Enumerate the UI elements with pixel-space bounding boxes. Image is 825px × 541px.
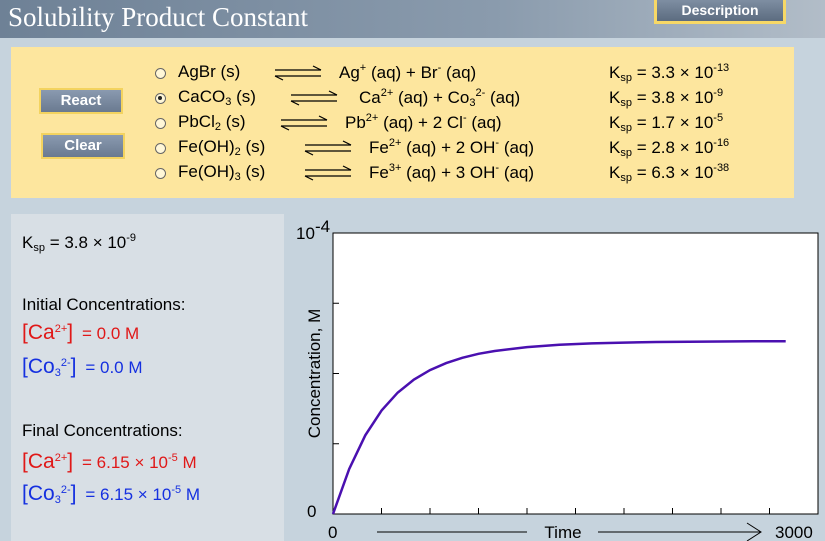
ksp-readout: Ksp = 3.8 × 10-9 [22,232,137,254]
reaction-products: Pb2+ (aq) + 2 Cl- (aq) [345,112,502,132]
reaction-row[interactable]: PbCl2 (s) Pb2+ (aq) + 2 Cl- (aq) Ksp = 1.7… [11,112,794,136]
y-axis-label: Concentration, M [305,309,324,438]
reaction-salt: Fe(OH)3 (s) [178,162,266,183]
equilibrium-arrow-icon [280,115,328,131]
equilibrium-arrow-icon [304,165,352,181]
reaction-radio[interactable] [155,168,166,179]
final-cation-concentration: [Ca2+] = 6.15 × 10-5 M [22,450,197,473]
y-max-tick-exponent: -4 [315,217,330,236]
initial-anion-concentration: [Co32-] = 0.0 M [22,355,143,379]
x-axis-label: Time [544,523,581,541]
reaction-row[interactable]: Fe(OH)3 (s) Fe3+ (aq) + 3 OH- (aq) Ksp = 6… [11,162,794,186]
reaction-panel: React Clear AgBr (s) Ag+ (aq) + Br- (aq) K… [11,47,794,198]
y-min-tick-label: 0 [307,502,316,521]
reaction-ksp: Ksp = 6.3 × 10-38 [609,162,730,184]
app-title: Solubility Product Constant [8,2,309,32]
reaction-products: Ag+ (aq) + Br- (aq) [339,62,477,82]
final-heading: Final Concentrations: [22,421,183,440]
x-min-tick-label: 0 [328,523,337,541]
concentration-chart: Concentration, M 10 -4 0 0 3000 Time [295,214,825,541]
reaction-radio[interactable] [155,68,166,79]
equilibrium-arrow-icon [290,90,338,106]
reaction-row[interactable]: CaCO3 (s) Ca2+ (aq) + Co32- (aq) Ksp = 3.8… [11,87,794,111]
reaction-radio[interactable] [155,93,166,104]
reaction-row[interactable]: AgBr (s) Ag+ (aq) + Br- (aq) Ksp = 3.3 × 1… [11,62,794,86]
reaction-radio[interactable] [155,118,166,129]
title-bar: Solubility Product Constant Description [0,0,825,38]
description-button[interactable]: Description [654,0,786,24]
reaction-row[interactable]: Fe(OH)2 (s) Fe2+ (aq) + 2 OH- (aq) Ksp = 2… [11,137,794,161]
y-max-tick-label: 10 [296,224,315,243]
info-panel: Ksp = 3.8 × 10-9 Initial Concentrations:… [11,214,284,541]
chart-svg: Concentration, M 10 -4 00 3000 Time [296,217,819,541]
reaction-ksp: Ksp = 2.8 × 10-16 [609,137,730,159]
reaction-products: Fe3+ (aq) + 3 OH- (aq) [369,162,535,182]
initial-heading: Initial Concentrations: [22,295,186,314]
reaction-salt: AgBr (s) [178,62,241,81]
x-max-tick-label: 3000 [775,523,813,541]
time-arrow-head-icon [746,522,762,541]
reaction-ksp: Ksp = 1.7 × 10-5 [609,112,724,134]
reaction-ksp: Ksp = 3.8 × 10-9 [609,87,724,109]
clear-button[interactable]: Clear [41,133,125,159]
reaction-radio[interactable] [155,143,166,154]
concentration-series-line [331,339,786,515]
plot-area [332,232,819,515]
final-anion-concentration: [Co32-] = 6.15 × 10-5 M [22,482,201,506]
reaction-salt: CaCO3 (s) [178,87,256,108]
reaction-salt: PbCl2 (s) [178,112,246,133]
reaction-ksp: Ksp = 3.3 × 10-13 [609,62,730,84]
initial-cation-concentration: [Ca2+] = 0.0 M [22,321,140,344]
reaction-salt: Fe(OH)2 (s) [178,137,266,158]
reaction-products: Fe2+ (aq) + 2 OH- (aq) [369,137,535,157]
reaction-products: Ca2+ (aq) + Co32- (aq) [359,87,521,109]
react-button[interactable]: React [39,88,123,114]
equilibrium-arrow-icon [304,140,352,156]
equilibrium-arrow-icon [274,65,322,81]
